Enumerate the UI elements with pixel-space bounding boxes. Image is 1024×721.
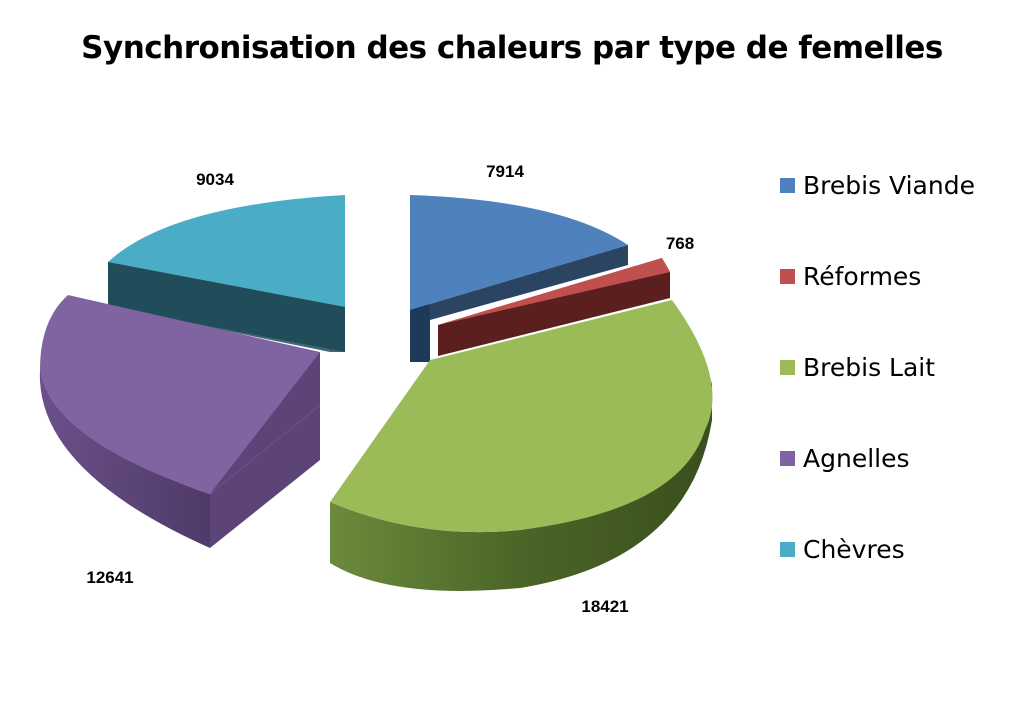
slice-reformes-top: [438, 258, 670, 325]
legend-swatch: [780, 450, 795, 466]
legend-item: Brebis Lait: [780, 352, 935, 382]
slice-chevres-top: [108, 195, 345, 307]
legend-item: Agnelles: [780, 443, 910, 473]
legend-label: Brebis Lait: [803, 352, 936, 382]
data-label-4: 9034: [196, 170, 234, 189]
data-label-0: 7914: [486, 162, 524, 181]
slice-brebis-viande: [410, 195, 628, 362]
legend-swatch: [780, 359, 795, 375]
legend-swatch: [780, 177, 795, 193]
legend-item: Chèvres: [780, 534, 905, 564]
data-label-1: 768: [666, 234, 694, 253]
slice-agnelles: [39, 295, 320, 548]
data-label-3: 12641: [86, 568, 133, 587]
slice-brebis-lait-top: [330, 300, 713, 533]
slice-agnelles-top: [40, 295, 320, 494]
legend-label: Brebis Viande: [803, 170, 975, 200]
legend-label: Chèvres: [803, 534, 905, 564]
legend-item: Réformes: [780, 261, 921, 291]
legend-label: Réformes: [803, 261, 922, 291]
legend-swatch: [780, 541, 795, 557]
data-label-2: 18421: [581, 597, 628, 616]
slice-reformes: [438, 258, 670, 356]
slice-brebis-lait: [330, 300, 713, 591]
slice-chevres: [108, 195, 345, 352]
chart-title: Synchronisation des chaleurs par type de…: [81, 30, 943, 66]
slice-brebis-viande-top: [410, 195, 628, 310]
legend-swatch: [780, 268, 795, 284]
legend-item: Brebis Viande: [780, 170, 975, 200]
legend-label: Agnelles: [803, 443, 910, 473]
